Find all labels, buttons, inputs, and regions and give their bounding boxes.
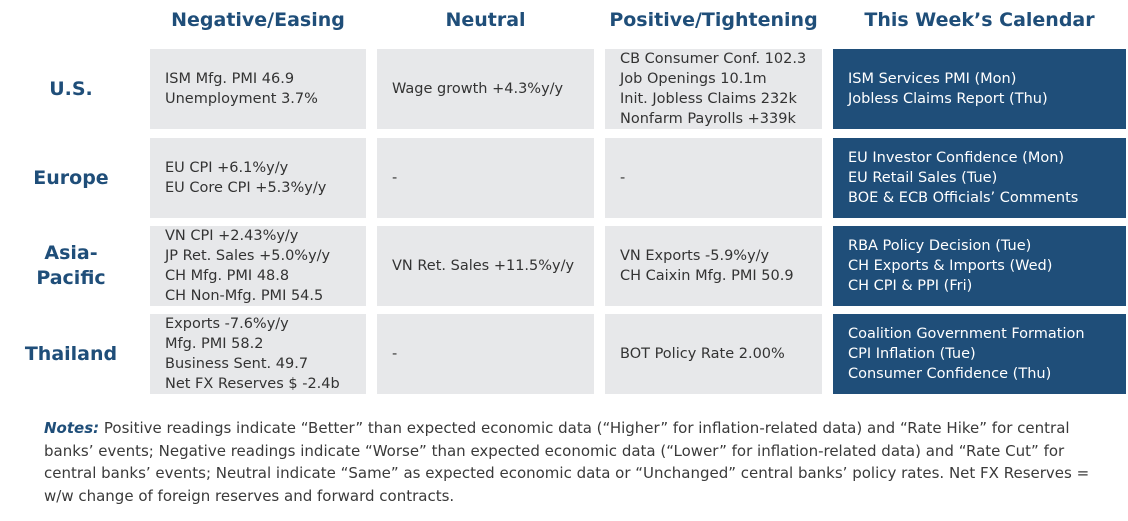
calendar-item: Jobless Claims Report (Thu) [848,91,1048,107]
indicator-item: Mfg. PMI 58.2 [165,336,264,352]
calendar-item: EU Retail Sales (Tue) [848,170,998,186]
indicator-item: Wage growth +4.3%y/y [392,81,564,97]
row-label-line: Thailand [24,342,118,365]
indicator-item: Net FX Reserves $ -2.4b [165,376,340,392]
indicator-item: VN Exports -5.9%y/y [620,248,770,264]
cell-us-calendar: ISM Services PMI (Mon) Jobless Claims Re… [833,49,1126,129]
cell-us-neutral: Wage growth +4.3%y/y [377,49,594,129]
indicator-item: EU CPI +6.1%y/y [165,160,289,176]
cell-europe-neutral: - [377,138,594,218]
indicator-item: ISM Mfg. PMI 46.9 [165,71,295,87]
cell-asia-pacific-neutral: VN Ret. Sales +11.5%y/y [377,226,594,306]
notes-paragraph: Notes: Positive readings indicate “Bette… [44,417,1104,507]
cell-thailand-negative: Exports -7.6%y/y Mfg. PMI 58.2 Business … [150,314,366,394]
cell-asia-pacific-positive: VN Exports -5.9%y/y CH Caixin Mfg. PMI 5… [605,226,822,306]
calendar-item: BOE & ECB Officials’ Comments [848,190,1079,206]
cell-thailand-neutral: - [377,314,594,394]
row-label-line: Europe [33,166,109,189]
cell-europe-positive: - [605,138,822,218]
cell-thailand-calendar: Coalition Government Formation CPI Infla… [833,314,1126,394]
row-label-europe: Europe [0,138,142,218]
indicator-item: - [392,346,398,362]
indicator-item: Init. Jobless Claims 232k [620,91,797,107]
cell-europe-negative: EU CPI +6.1%y/y EU Core CPI +5.3%y/y [150,138,366,218]
indicator-item: Nonfarm Payrolls +339k [620,111,796,127]
header-this-weeks-calendar: This Week’s Calendar [864,9,1095,31]
header-positive-tightening: Positive/Tightening [609,9,818,31]
indicator-item: CH Non-Mfg. PMI 54.5 [165,288,324,304]
indicator-item: JP Ret. Sales +5.0%y/y [165,248,331,264]
row-label-us: U.S. [0,49,142,129]
calendar-item: EU Investor Confidence (Mon) [848,150,1065,166]
cell-thailand-positive: BOT Policy Rate 2.00% [605,314,822,394]
calendar-item: CPI Inflation (Tue) [848,346,976,362]
cell-asia-pacific-calendar: RBA Policy Decision (Tue) CH Exports & I… [833,226,1126,306]
indicator-item: Job Openings 10.1m [620,71,767,87]
row-label-thailand: Thailand [0,314,142,394]
row-label-asia-pacific: Asia- Pacific [0,226,142,306]
row-label-line: U.S. [49,77,93,100]
indicator-item: - [620,170,626,186]
row-label-line: Pacific [36,267,106,289]
calendar-item: CH Exports & Imports (Wed) [848,258,1053,274]
header-neutral: Neutral [445,9,526,31]
notes-text: Positive readings indicate “Better” than… [44,419,1090,505]
notes-label: Notes: [44,419,100,437]
calendar-item: ISM Services PMI (Mon) [848,71,1017,87]
indicator-item: CH Mfg. PMI 48.8 [165,268,290,284]
indicator-item: EU Core CPI +5.3%y/y [165,180,327,196]
indicator-item: BOT Policy Rate 2.00% [620,346,785,362]
cell-us-positive: CB Consumer Conf. 102.3 Job Openings 10.… [605,49,822,129]
indicator-item: Exports -7.6%y/y [165,316,289,332]
indicator-item: Unemployment 3.7% [165,91,318,107]
calendar-item: Coalition Government Formation [848,326,1085,342]
indicator-item: CB Consumer Conf. 102.3 [620,51,807,67]
calendar-item: CH CPI & PPI (Fri) [848,278,973,294]
cell-us-negative: ISM Mfg. PMI 46.9 Unemployment 3.7% [150,49,366,129]
cell-asia-pacific-negative: VN CPI +2.43%y/y JP Ret. Sales +5.0%y/y … [150,226,366,306]
calendar-item: Consumer Confidence (Thu) [848,366,1052,382]
indicator-item: VN Ret. Sales +11.5%y/y [392,258,575,274]
calendar-item: RBA Policy Decision (Tue) [848,238,1032,254]
indicator-item: - [392,170,398,186]
indicator-item: CH Caixin Mfg. PMI 50.9 [620,268,794,284]
header-negative-easing: Negative/Easing [171,9,345,31]
row-label-line: Asia- [44,242,98,264]
cell-europe-calendar: EU Investor Confidence (Mon) EU Retail S… [833,138,1126,218]
indicator-item: Business Sent. 49.7 [165,356,309,372]
indicator-item: VN CPI +2.43%y/y [165,228,299,244]
